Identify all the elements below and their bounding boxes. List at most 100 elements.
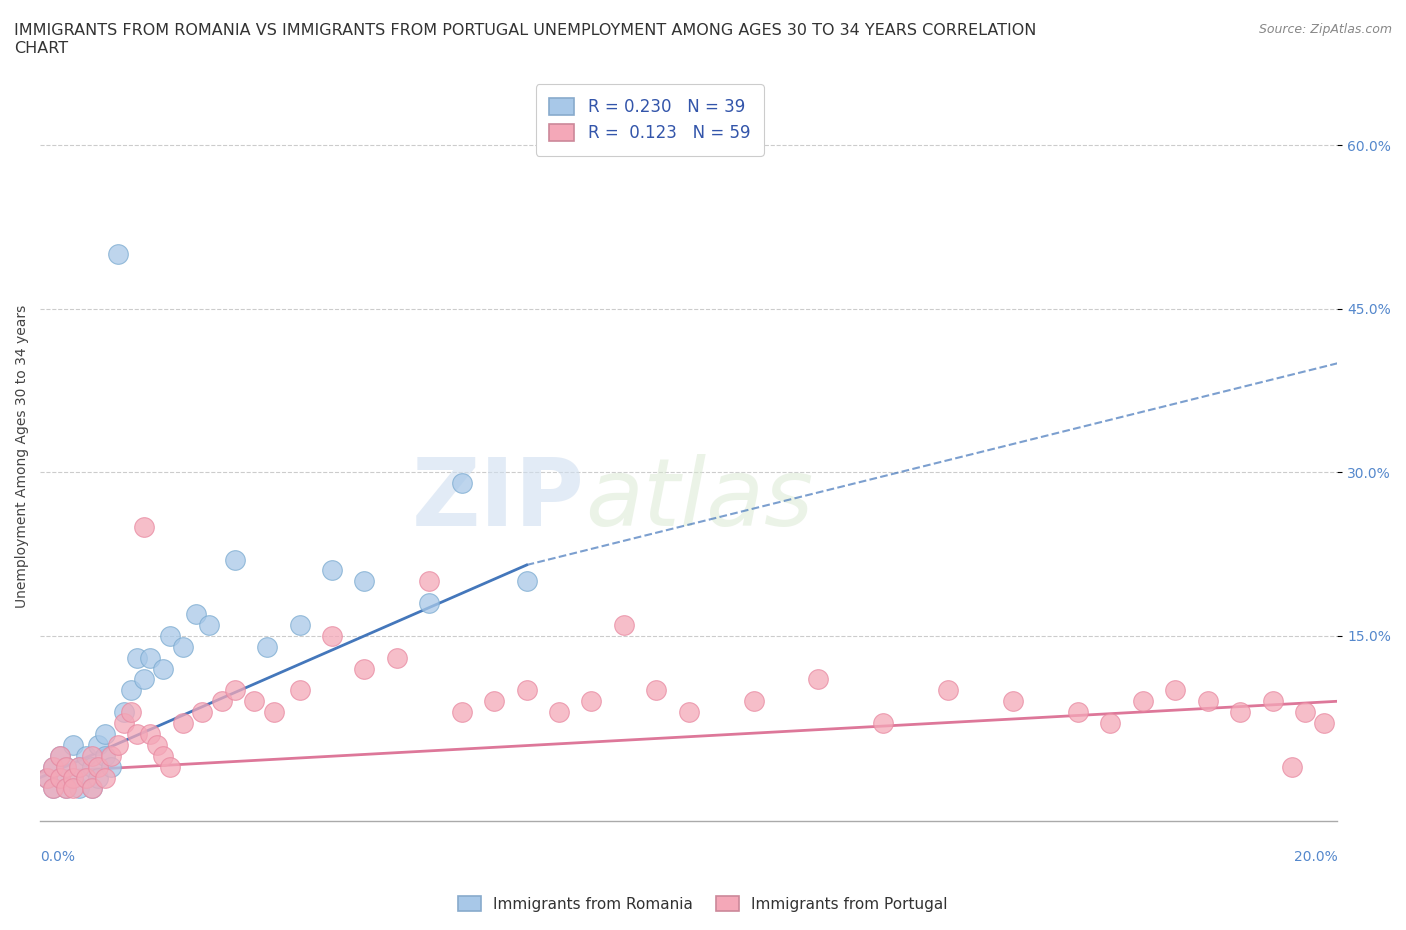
Point xyxy=(224,683,246,698)
Point xyxy=(62,737,84,752)
Point xyxy=(114,716,136,731)
Point xyxy=(243,694,266,709)
Point xyxy=(172,716,194,731)
Point xyxy=(1099,716,1122,731)
Point xyxy=(55,759,77,774)
Point xyxy=(127,726,149,741)
Point xyxy=(936,683,959,698)
Point xyxy=(80,781,103,796)
Point xyxy=(80,749,103,764)
Point xyxy=(35,770,58,785)
Point xyxy=(159,629,181,644)
Point xyxy=(353,574,375,589)
Text: 0.0%: 0.0% xyxy=(41,850,75,864)
Point xyxy=(146,737,169,752)
Point xyxy=(67,759,90,774)
Point xyxy=(645,683,668,698)
Point xyxy=(48,749,70,764)
Point xyxy=(1281,759,1303,774)
Point xyxy=(107,737,129,752)
Point xyxy=(48,749,70,764)
Point xyxy=(100,759,122,774)
Point xyxy=(1197,694,1219,709)
Point xyxy=(152,661,174,676)
Point xyxy=(581,694,603,709)
Point xyxy=(94,749,117,764)
Point xyxy=(184,606,207,621)
Point xyxy=(742,694,765,709)
Point xyxy=(1164,683,1187,698)
Text: 20.0%: 20.0% xyxy=(1294,850,1337,864)
Point xyxy=(256,639,278,654)
Point xyxy=(87,759,110,774)
Point xyxy=(100,749,122,764)
Point xyxy=(482,694,505,709)
Point xyxy=(120,683,142,698)
Point xyxy=(87,770,110,785)
Point xyxy=(224,552,246,567)
Point xyxy=(42,759,65,774)
Point xyxy=(159,759,181,774)
Point xyxy=(62,770,84,785)
Point xyxy=(1294,705,1316,720)
Point xyxy=(62,781,84,796)
Point xyxy=(263,705,285,720)
Point xyxy=(1261,694,1284,709)
Point xyxy=(132,672,155,687)
Point xyxy=(80,781,103,796)
Point xyxy=(67,781,90,796)
Point xyxy=(1313,716,1336,731)
Legend: Immigrants from Romania, Immigrants from Portugal: Immigrants from Romania, Immigrants from… xyxy=(453,889,953,918)
Point xyxy=(75,749,97,764)
Point xyxy=(48,770,70,785)
Point xyxy=(94,770,117,785)
Text: IMMIGRANTS FROM ROMANIA VS IMMIGRANTS FROM PORTUGAL UNEMPLOYMENT AMONG AGES 30 T: IMMIGRANTS FROM ROMANIA VS IMMIGRANTS FR… xyxy=(14,23,1036,56)
Point xyxy=(139,726,162,741)
Point xyxy=(288,683,311,698)
Point xyxy=(120,705,142,720)
Point xyxy=(152,749,174,764)
Point xyxy=(1002,694,1025,709)
Point xyxy=(872,716,894,731)
Point xyxy=(172,639,194,654)
Point xyxy=(55,781,77,796)
Point xyxy=(114,705,136,720)
Point xyxy=(127,650,149,665)
Point xyxy=(211,694,233,709)
Point xyxy=(80,759,103,774)
Point xyxy=(1229,705,1251,720)
Point xyxy=(42,781,65,796)
Point xyxy=(139,650,162,665)
Text: ZIP: ZIP xyxy=(412,454,585,546)
Point xyxy=(35,770,58,785)
Point xyxy=(42,781,65,796)
Text: Source: ZipAtlas.com: Source: ZipAtlas.com xyxy=(1258,23,1392,36)
Point xyxy=(1067,705,1090,720)
Point xyxy=(321,629,343,644)
Point xyxy=(191,705,214,720)
Point xyxy=(678,705,700,720)
Point xyxy=(75,770,97,785)
Point xyxy=(288,618,311,632)
Point xyxy=(67,759,90,774)
Point xyxy=(516,683,538,698)
Point xyxy=(1132,694,1154,709)
Point xyxy=(55,781,77,796)
Point xyxy=(48,770,70,785)
Y-axis label: Unemployment Among Ages 30 to 34 years: Unemployment Among Ages 30 to 34 years xyxy=(15,304,30,607)
Point xyxy=(418,596,440,611)
Point xyxy=(55,759,77,774)
Point xyxy=(94,726,117,741)
Point xyxy=(62,770,84,785)
Point xyxy=(418,574,440,589)
Point xyxy=(75,770,97,785)
Point xyxy=(107,246,129,261)
Point xyxy=(450,476,472,491)
Point xyxy=(807,672,830,687)
Legend: R = 0.230   N = 39, R =  0.123   N = 59: R = 0.230 N = 39, R = 0.123 N = 59 xyxy=(536,85,763,156)
Point xyxy=(353,661,375,676)
Point xyxy=(516,574,538,589)
Point xyxy=(548,705,571,720)
Point xyxy=(613,618,636,632)
Point xyxy=(42,759,65,774)
